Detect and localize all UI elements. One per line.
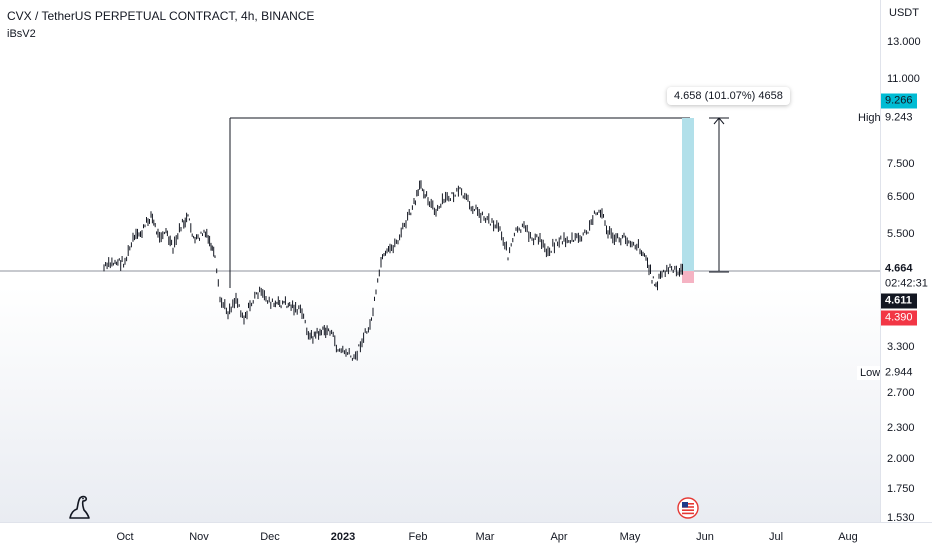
- time-tick: Feb: [408, 531, 428, 543]
- price-tick: 2.300: [887, 422, 915, 434]
- target-price-tag: 9.266: [881, 93, 917, 109]
- long-position-profit-zone[interactable]: [682, 118, 694, 271]
- price-scale[interactable]: USDT 13.000 11.000 7.500 6.500 5.500 3.3…: [880, 0, 932, 524]
- price-tick: 1.750: [887, 483, 915, 495]
- price-tick: 13.000: [887, 36, 921, 48]
- tradingview-logo-icon[interactable]: [67, 493, 93, 526]
- time-tick: Oct: [116, 531, 134, 543]
- time-tick: May: [619, 531, 641, 543]
- time-scale[interactable]: Oct Nov Dec 2023 Feb Mar Apr May Jun Jul…: [0, 522, 932, 551]
- candle-series: [103, 180, 683, 361]
- measure-arrow-head: [713, 117, 725, 125]
- high-price-tag: 9.243: [881, 110, 917, 126]
- chart-title: CVX / TetherUS PERPETUAL CONTRACT, 4h, B…: [7, 9, 315, 23]
- time-tick: Jun: [696, 531, 714, 543]
- indicator-label[interactable]: iBsV2: [7, 28, 36, 40]
- bar-countdown: 02:42:31: [881, 276, 931, 292]
- price-tick: 5.500: [887, 228, 915, 240]
- price-tick: 2.000: [887, 453, 915, 465]
- low-price-tag: 2.944: [881, 365, 917, 381]
- bid-price-tag: 4.611: [881, 293, 917, 309]
- time-tick: 2023: [330, 531, 356, 543]
- stop-price-tag: 4.390: [881, 310, 917, 326]
- us-flag-icon[interactable]: [677, 497, 699, 524]
- price-tick: 7.500: [887, 158, 915, 170]
- high-label: High: [855, 111, 884, 125]
- time-tick: Mar: [475, 531, 495, 543]
- time-tick: Aug: [838, 531, 858, 543]
- price-scale-currency: USDT: [889, 7, 919, 19]
- price-tick: 3.300: [887, 341, 915, 353]
- price-tick: 6.500: [887, 191, 915, 203]
- chart-area[interactable]: CVX / TetherUS PERPETUAL CONTRACT, 4h, B…: [0, 0, 884, 524]
- price-tick: 11.000: [887, 73, 920, 85]
- long-position-loss-zone[interactable]: [682, 271, 694, 283]
- time-tick: Dec: [260, 531, 280, 543]
- time-tick: Jul: [768, 531, 784, 543]
- time-tick: Nov: [189, 531, 209, 543]
- price-tick: 2.700: [887, 387, 915, 399]
- last-price-tag: 4.664: [881, 261, 917, 277]
- time-tick: Apr: [550, 531, 568, 543]
- price-tick: 1.530: [887, 512, 915, 524]
- low-label: Low: [857, 366, 884, 380]
- price-chart: [0, 117, 880, 361]
- measure-label: 4.658 (101.07%) 4658: [667, 87, 790, 105]
